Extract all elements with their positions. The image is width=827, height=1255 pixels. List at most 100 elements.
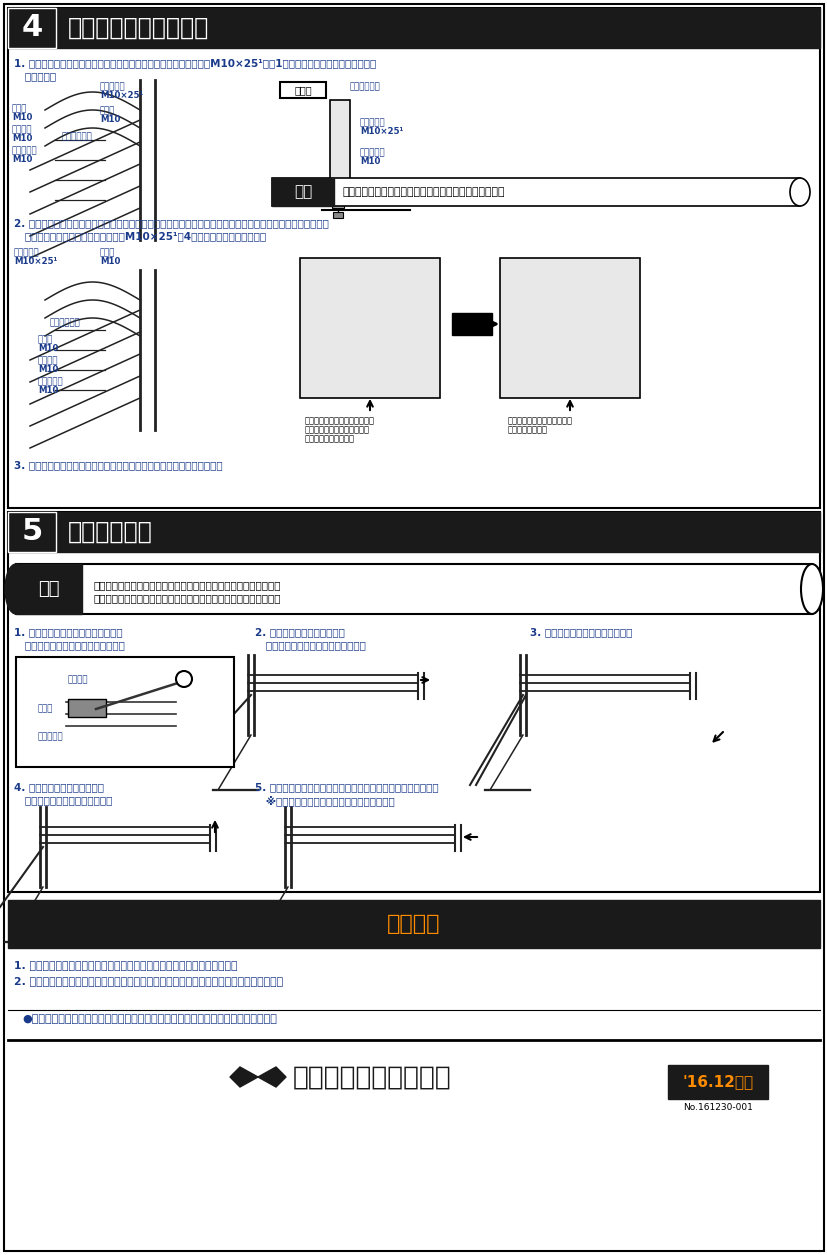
Text: 六角ボルト: 六角ボルト	[360, 118, 385, 127]
Text: 六角ボルト: 六角ボルト	[14, 248, 40, 257]
Text: 5. そのまま停止位置まで、レールを奥へ押し入れてください。: 5. そのまま停止位置まで、レールを奥へ押し入れてください。	[255, 782, 438, 792]
Text: 平座金: 平座金	[100, 105, 115, 115]
Text: レールを上段へ押し上げます。: レールを上段へ押し上げます。	[14, 794, 112, 804]
Text: お客様へ: お客様へ	[387, 914, 440, 934]
Text: 四国化成工業株式会社: 四国化成工業株式会社	[293, 1065, 452, 1091]
Bar	[272, 178, 799, 206]
Ellipse shape	[789, 178, 809, 206]
Text: 2. 上段レールにねじ込んだ六角ボルトを、支柱のプレート穴に落とし込んだ後、上段レールを取手側に引き、: 2. 上段レールにねじ込んだ六角ボルトを、支柱のプレート穴に落とし込んだ後、上段…	[14, 218, 328, 228]
Circle shape	[557, 316, 581, 340]
Text: M10: M10	[12, 134, 32, 143]
Text: 平座金: 平座金	[100, 248, 115, 257]
Circle shape	[547, 306, 591, 350]
Text: M10: M10	[12, 156, 32, 164]
Text: 初回動作確認: 初回動作確認	[68, 520, 152, 543]
Bar	[330, 100, 350, 200]
Text: 六角ナット: 六角ナット	[360, 148, 385, 157]
Bar	[8, 8, 819, 508]
Text: M10: M10	[38, 365, 59, 374]
Text: 詳細図: 詳細図	[294, 85, 312, 95]
Text: 放さないでください。: 放さないでください。	[304, 434, 355, 443]
Text: 上段用レール: 上段用レール	[62, 132, 93, 141]
Text: レールが落下しますので手を: レールが落下しますので手を	[304, 425, 370, 434]
Text: 仮止め完了です。: 仮止め完了です。	[508, 425, 547, 434]
Circle shape	[347, 286, 391, 330]
Text: 最後までゆっくりと引き出します。: 最後までゆっくりと引き出します。	[255, 640, 366, 650]
Text: 初回動作確認時はレールをおろす際、かたい場合がございますが、: 初回動作確認時はレールをおろす際、かたい場合がございますが、	[94, 580, 281, 590]
Text: 4: 4	[22, 14, 42, 43]
Bar	[280, 82, 326, 98]
Text: ストッパー: ストッパー	[38, 732, 64, 740]
Text: 5: 5	[22, 517, 42, 546]
Text: ください。: ください。	[14, 72, 56, 82]
Text: ボルトがこの位置にある時は、: ボルトがこの位置にある時は、	[304, 415, 375, 425]
Text: バネ座金: バネ座金	[38, 356, 59, 365]
Text: M10: M10	[100, 257, 120, 266]
Text: 1. 上段レールを支柱に取りつける前に、上段レールへ六角ボルト（M10×25¹）を1本差し込み、ナットをねじ込んで: 1. 上段レールを支柱に取りつける前に、上段レールへ六角ボルト（M10×25¹）…	[14, 58, 375, 68]
Bar	[68, 699, 106, 717]
Bar	[332, 212, 342, 218]
Bar	[16, 563, 811, 614]
Text: ●改良のため予告なしに製品の一部を変更することがありますのでご了承ください。: ●改良のため予告なしに製品の一部を変更することがありますのでご了承ください。	[22, 1014, 276, 1024]
Text: 注意: 注意	[38, 580, 60, 597]
Text: 上段用レール: 上段用レール	[50, 318, 81, 328]
Bar	[299, 259, 439, 398]
Text: 1. 上段レールのストッパーを矢印の: 1. 上段レールのストッパーを矢印の	[14, 628, 122, 638]
Bar	[16, 563, 82, 614]
Text: 六角ナット: 六角ナット	[38, 376, 64, 387]
Bar	[8, 8, 56, 48]
Text: '16.12改訂: '16.12改訂	[681, 1074, 753, 1089]
Text: 3. レールを床面までおろします。: 3. レールを床面までおろします。	[529, 628, 632, 638]
Text: ハンドル: ハンドル	[68, 675, 88, 684]
Circle shape	[356, 334, 384, 361]
Text: M10: M10	[38, 387, 59, 395]
Text: レール: レール	[38, 704, 53, 713]
Text: M10: M10	[100, 115, 120, 124]
Polygon shape	[230, 1067, 258, 1087]
Text: No.161230-001: No.161230-001	[682, 1103, 752, 1112]
Circle shape	[365, 302, 375, 312]
Text: 上段レールの取りつけ: 上段レールの取りつけ	[68, 16, 209, 40]
Bar	[8, 8, 819, 48]
Text: 平座金: 平座金	[38, 335, 53, 344]
Bar	[667, 1065, 767, 1099]
Polygon shape	[258, 1067, 285, 1087]
Text: ナットからボルトがでない程度にねじ込んでください。: ナットからボルトがでない程度にねじ込んでください。	[342, 187, 504, 197]
Text: 注意: 注意	[294, 184, 312, 200]
Text: M10: M10	[12, 113, 32, 122]
Text: 方向に引き、ロックを解除します。: 方向に引き、ロックを解除します。	[14, 640, 125, 650]
Circle shape	[357, 296, 381, 320]
Text: ボルトをこの位置に移動し、: ボルトをこの位置に移動し、	[508, 415, 572, 425]
Bar	[500, 259, 639, 398]
Bar	[332, 200, 343, 208]
Text: 六角ナット: 六角ナット	[12, 146, 37, 156]
Text: レールを最後まで引き出し、力を加えて下におろすと動作します。: レールを最後まで引き出し、力を加えて下におろすと動作します。	[94, 594, 281, 602]
Circle shape	[176, 671, 192, 686]
Bar	[8, 900, 819, 948]
Text: ※奥まで入れるとストッパーが作動します。: ※奥まで入れるとストッパーが作動します。	[255, 794, 394, 806]
Text: 4. レールのハンドルを持ち、: 4. レールのハンドルを持ち、	[14, 782, 104, 792]
Ellipse shape	[800, 563, 822, 614]
Circle shape	[179, 763, 193, 777]
Text: 支柱に仮止めしてから六角ボルト（M10×25¹）4本を締めつけてください。: 支柱に仮止めしてから六角ボルト（M10×25¹）4本を締めつけてください。	[14, 231, 265, 241]
Text: M10×25¹: M10×25¹	[360, 127, 403, 136]
Text: 六角ボルト: 六角ボルト	[100, 82, 126, 92]
Text: M10×25¹: M10×25¹	[14, 257, 57, 266]
Bar	[8, 512, 819, 892]
Ellipse shape	[5, 563, 27, 614]
Text: 3. 各部分のボルト、ナットの緩みがないかどうかを確認してください。: 3. 各部分のボルト、ナットの緩みがないかどうかを確認してください。	[14, 461, 222, 471]
Bar	[272, 178, 333, 206]
Text: 2. サイクルラックにぶら下がったり、乗ったり、むやみにゆすったりしないでください。: 2. サイクルラックにぶら下がったり、乗ったり、むやみにゆすったりしないでくださ…	[14, 976, 283, 986]
Text: M10: M10	[360, 157, 380, 166]
Text: 1. 施工者より渡されました取付・取扱説明書は大切に保管してください。: 1. 施工者より渡されました取付・取扱説明書は大切に保管してください。	[14, 960, 237, 970]
Circle shape	[564, 323, 574, 333]
Text: 上段用レール: 上段用レール	[350, 82, 380, 92]
Text: M10×25¹: M10×25¹	[100, 92, 143, 100]
Bar	[8, 512, 819, 552]
Text: バネ座金: バネ座金	[12, 126, 32, 134]
Text: M10: M10	[38, 344, 59, 353]
Bar	[16, 658, 234, 767]
Text: 平座金: 平座金	[12, 104, 27, 113]
Bar	[452, 312, 491, 335]
Bar	[8, 512, 56, 552]
